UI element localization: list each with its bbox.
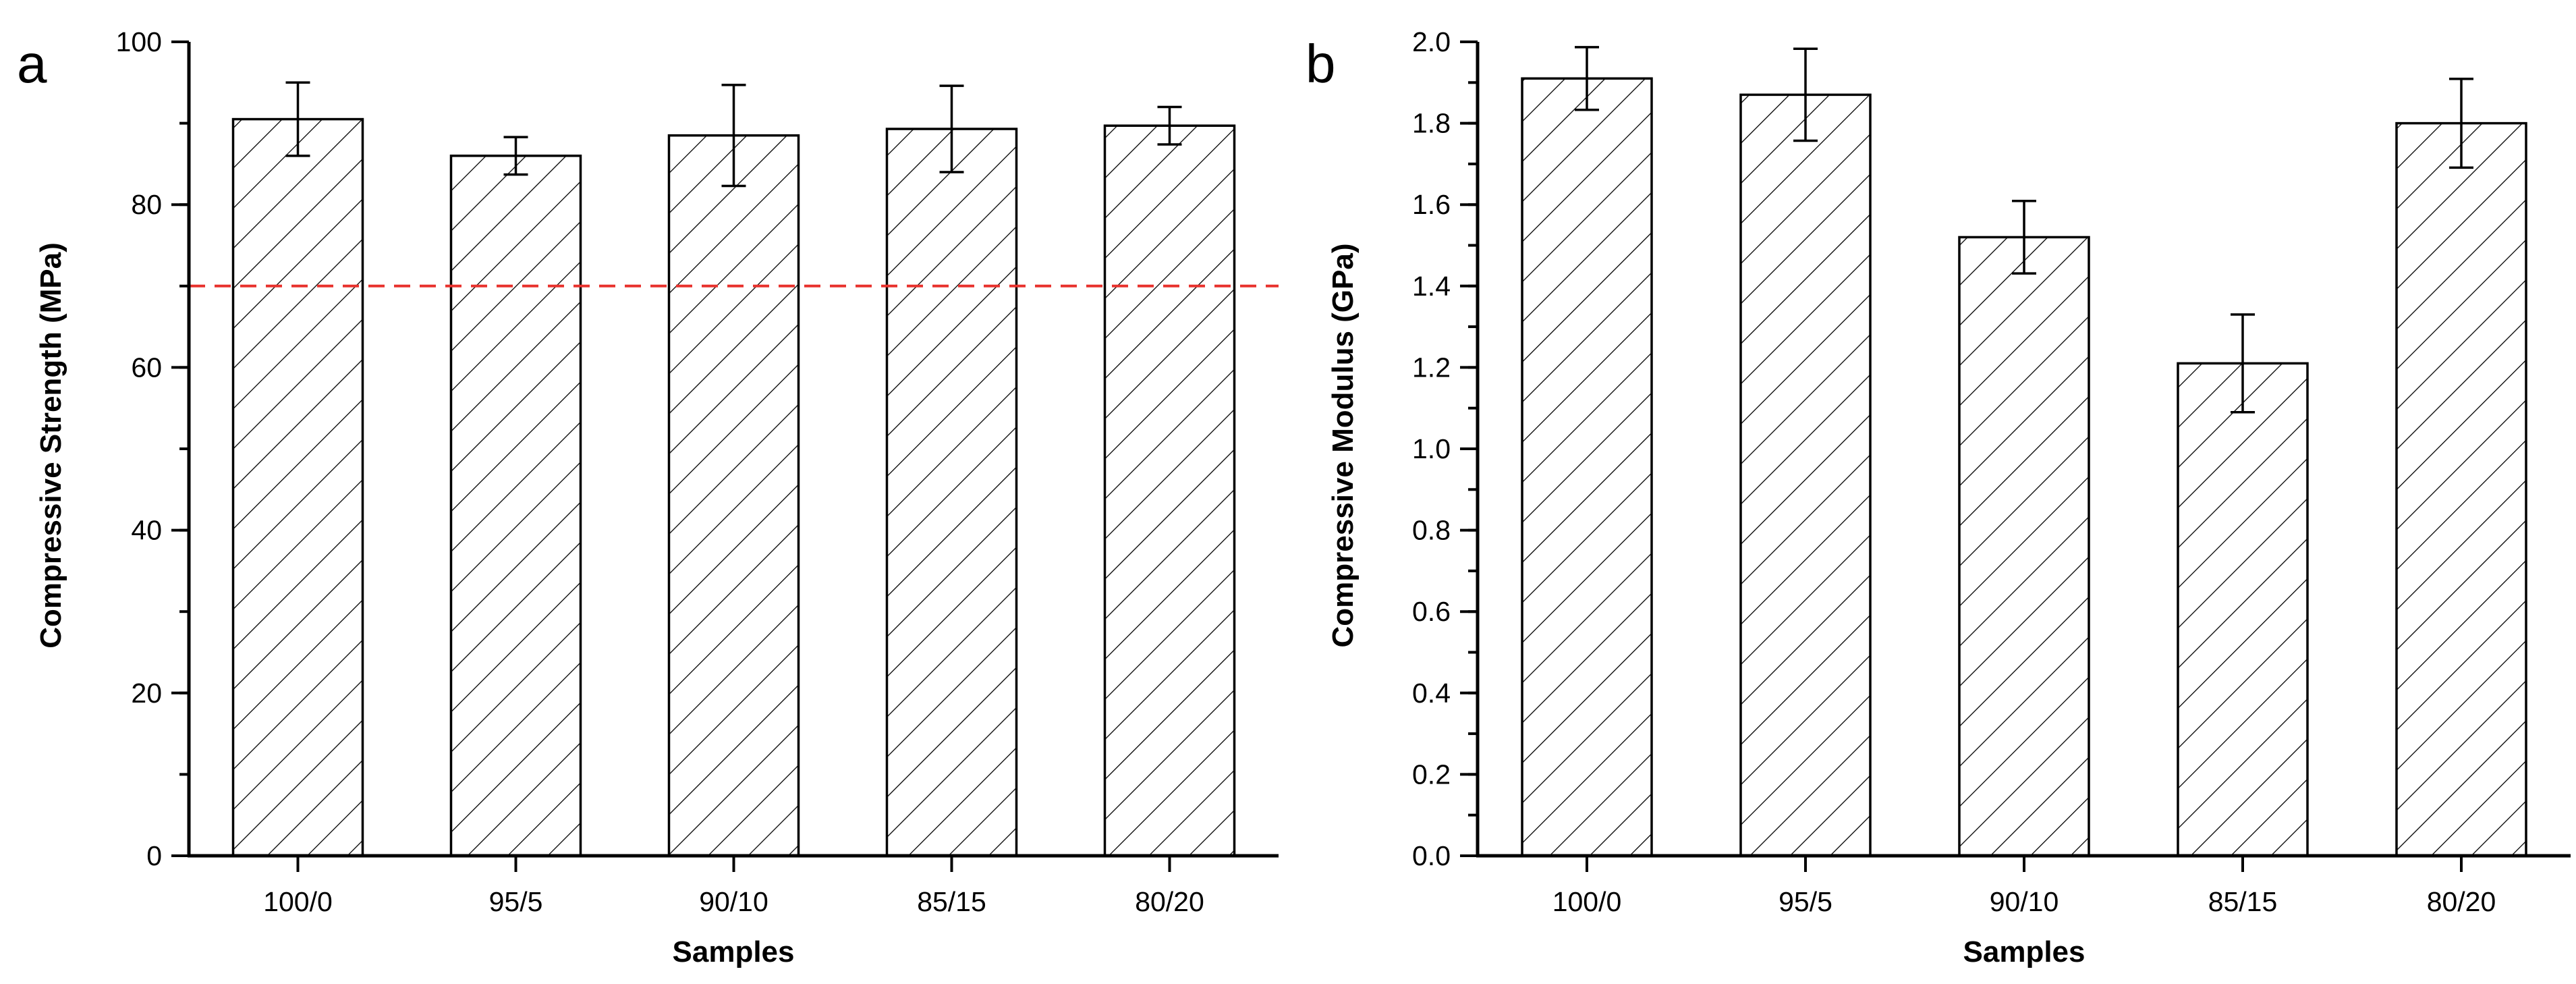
panel-b-bar: [2395, 121, 2527, 857]
panel-a-x-tick-label: 100/0: [263, 886, 333, 917]
panel-b-letter: b: [1306, 34, 1336, 94]
panel-b-bar: [1739, 93, 1872, 857]
panel-a-y-tick-label: 80: [131, 189, 162, 220]
panel-a-x-axis-label: Samples: [673, 935, 795, 968]
panel-b-y-tick-label: 0.6: [1412, 596, 1451, 627]
panel-a-bar: [885, 128, 1018, 857]
panel-b-y-tick-label: 1.6: [1412, 189, 1451, 220]
panel-b-bar: [1521, 77, 1653, 857]
panel-b-x-axis-label: Samples: [1963, 935, 2085, 968]
panel-a-y-tick-label: 60: [131, 352, 162, 383]
panel-b-y-tick-label: 1.0: [1412, 433, 1451, 464]
panel-b-x-tick-label: 100/0: [1552, 886, 1622, 917]
panel-b-bar: [2177, 362, 2309, 857]
panel-a-bar: [449, 155, 582, 857]
panel-b-x-tick-label: 90/10: [1990, 886, 2059, 917]
panel-b-y-tick-label: 1.8: [1412, 108, 1451, 139]
panel-a-x-tick-label: 95/5: [489, 886, 543, 917]
panel-a-bar: [1103, 124, 1236, 857]
panel-a-y-tick-label: 100: [116, 26, 162, 57]
panel-a-x-tick-label: 85/15: [917, 886, 986, 917]
panel-b-y-tick-label: 1.4: [1412, 271, 1451, 302]
panel-a-y-tick-label: 20: [131, 678, 162, 709]
panel-b-x-tick-label: 85/15: [2208, 886, 2278, 917]
panel-b-y-tick-label: 0.2: [1412, 759, 1451, 790]
panel-a-y-tick-label: 40: [131, 515, 162, 546]
panel-b-modulus: b Compressive Modulus (GPa) Samples 0.0 0…: [1306, 26, 2571, 968]
panel-b-x-tick-label: 95/5: [1779, 886, 1832, 917]
panel-a-y-tick-label: 0: [146, 840, 162, 871]
panel-b-y-tick-label: 1.2: [1412, 352, 1451, 383]
panel-b-y-tick-label: 0.4: [1412, 678, 1451, 709]
panel-b-y-tick-label: 0.8: [1412, 515, 1451, 546]
panel-b-y-tick-label: 2.0: [1412, 26, 1451, 57]
panel-a-x-tick-label: 80/20: [1135, 886, 1204, 917]
panel-b-bar: [1958, 236, 2090, 857]
panel-a-strength: a Compressive Strength (MPa) Samples 0 20…: [17, 26, 1279, 968]
panel-a-bar: [231, 117, 364, 857]
panel-a-x-tick-label: 90/10: [699, 886, 768, 917]
panel-b-x-tick-label: 80/20: [2427, 886, 2496, 917]
panel-a-letter: a: [17, 34, 47, 94]
panel-b-y-tick-label: 0.0: [1412, 840, 1451, 871]
panel-a-bar: [667, 134, 800, 857]
panel-b-y-axis-label: Compressive Modulus (GPa): [1326, 243, 1360, 647]
panel-a-y-axis-label: Compressive Strength (MPa): [34, 242, 67, 648]
